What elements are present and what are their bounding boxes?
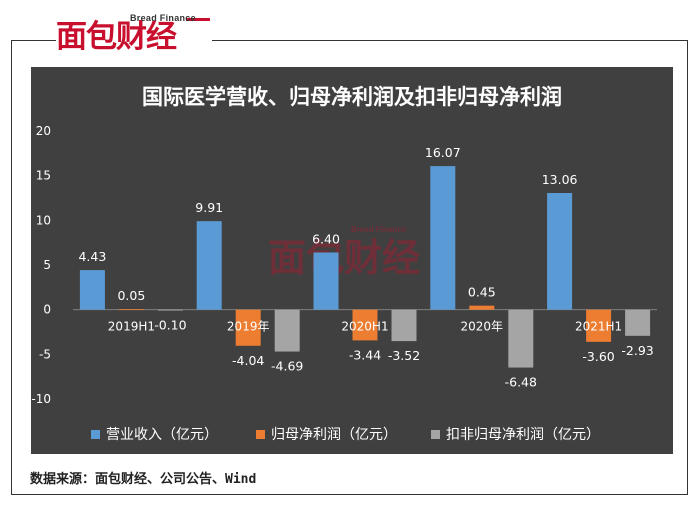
- data-label: -4.69: [271, 359, 303, 374]
- bar-3-2: [274, 309, 300, 352]
- category-label: 2019年: [227, 320, 270, 334]
- y-tick-label: 0: [43, 303, 51, 317]
- bar-2-1: [118, 309, 144, 311]
- data-label: 6.40: [312, 231, 340, 246]
- bar-1-2: [196, 221, 222, 310]
- data-label: 16.07: [425, 145, 461, 160]
- data-label: 4.43: [78, 249, 106, 264]
- category-label: 2020H1: [341, 320, 388, 334]
- y-tick-label: -5: [39, 347, 51, 361]
- logo-subtext: Bread Finance: [130, 13, 196, 23]
- data-label: 13.06: [542, 172, 578, 187]
- watermark-subtext: Bread Finance: [351, 225, 407, 234]
- chart-panel: 国际医学营收、归母净利润及扣非归母净利润 面包财经 Bread Finance …: [31, 67, 673, 454]
- bar-3-5: [625, 309, 651, 336]
- data-label: 9.91: [195, 200, 223, 215]
- y-tick-label: 15: [36, 169, 51, 183]
- bar-1-4: [430, 166, 456, 310]
- legend-swatch: [256, 429, 265, 439]
- data-label: -0.10: [154, 318, 186, 333]
- chart-legend: 营业收入（亿元） 归母净利润（亿元） 扣非归母净利润（亿元）: [31, 424, 673, 446]
- figure-frame: [11, 40, 688, 495]
- chart-title: 国际医学营收、归母净利润及扣非归母净利润: [142, 85, 562, 109]
- y-tick-label: 20: [36, 124, 51, 138]
- bar-1-1: [79, 270, 105, 310]
- source-note: 数据来源：面包财经、公司公告、Wind: [30, 472, 257, 487]
- legend-swatch: [431, 429, 440, 439]
- data-label: -3.44: [349, 347, 381, 362]
- data-label: -2.93: [621, 343, 653, 358]
- data-label: -3.60: [582, 349, 614, 364]
- data-label: 0.05: [117, 288, 145, 303]
- data-label: -6.48: [505, 375, 537, 390]
- legend-label: 扣非归母净利润（亿元）: [446, 427, 600, 443]
- category-label: 2020年: [461, 320, 504, 334]
- bar-1-5: [547, 192, 573, 310]
- bar-2-5: [586, 309, 612, 342]
- logo-accent-bar: [186, 18, 210, 21]
- data-label: 0.45: [468, 285, 496, 300]
- legend-label: 归母净利润（亿元）: [271, 427, 397, 443]
- legend-swatch: [91, 429, 100, 439]
- bar-3-1: [157, 309, 183, 311]
- brand-logo: 面包财经 Bread Finance: [56, 13, 212, 55]
- category-label: 2019H1: [108, 320, 155, 334]
- bar-3-3: [391, 309, 417, 342]
- bar-2-4: [469, 305, 495, 310]
- watermark: 面包财经: [268, 236, 421, 280]
- y-tick-label: 10: [36, 213, 51, 227]
- data-label: -4.04: [232, 353, 264, 368]
- bar-2-2: [235, 309, 261, 346]
- legend-item-1: 营业收入（亿元）: [91, 424, 218, 444]
- legend-item-2: 归母净利润（亿元）: [256, 424, 397, 444]
- logo-text: 面包财经: [56, 19, 177, 55]
- data-label: -3.52: [388, 348, 420, 363]
- y-tick-label: 5: [43, 258, 51, 272]
- legend-item-3: 扣非归母净利润（亿元）: [431, 424, 600, 444]
- bar-3-4: [508, 309, 534, 368]
- legend-label: 营业收入（亿元）: [106, 427, 218, 443]
- bar-1-3: [313, 252, 339, 310]
- category-label: 2021H1: [575, 320, 622, 334]
- y-tick-label: -10: [31, 392, 51, 406]
- bar-2-3: [352, 309, 378, 341]
